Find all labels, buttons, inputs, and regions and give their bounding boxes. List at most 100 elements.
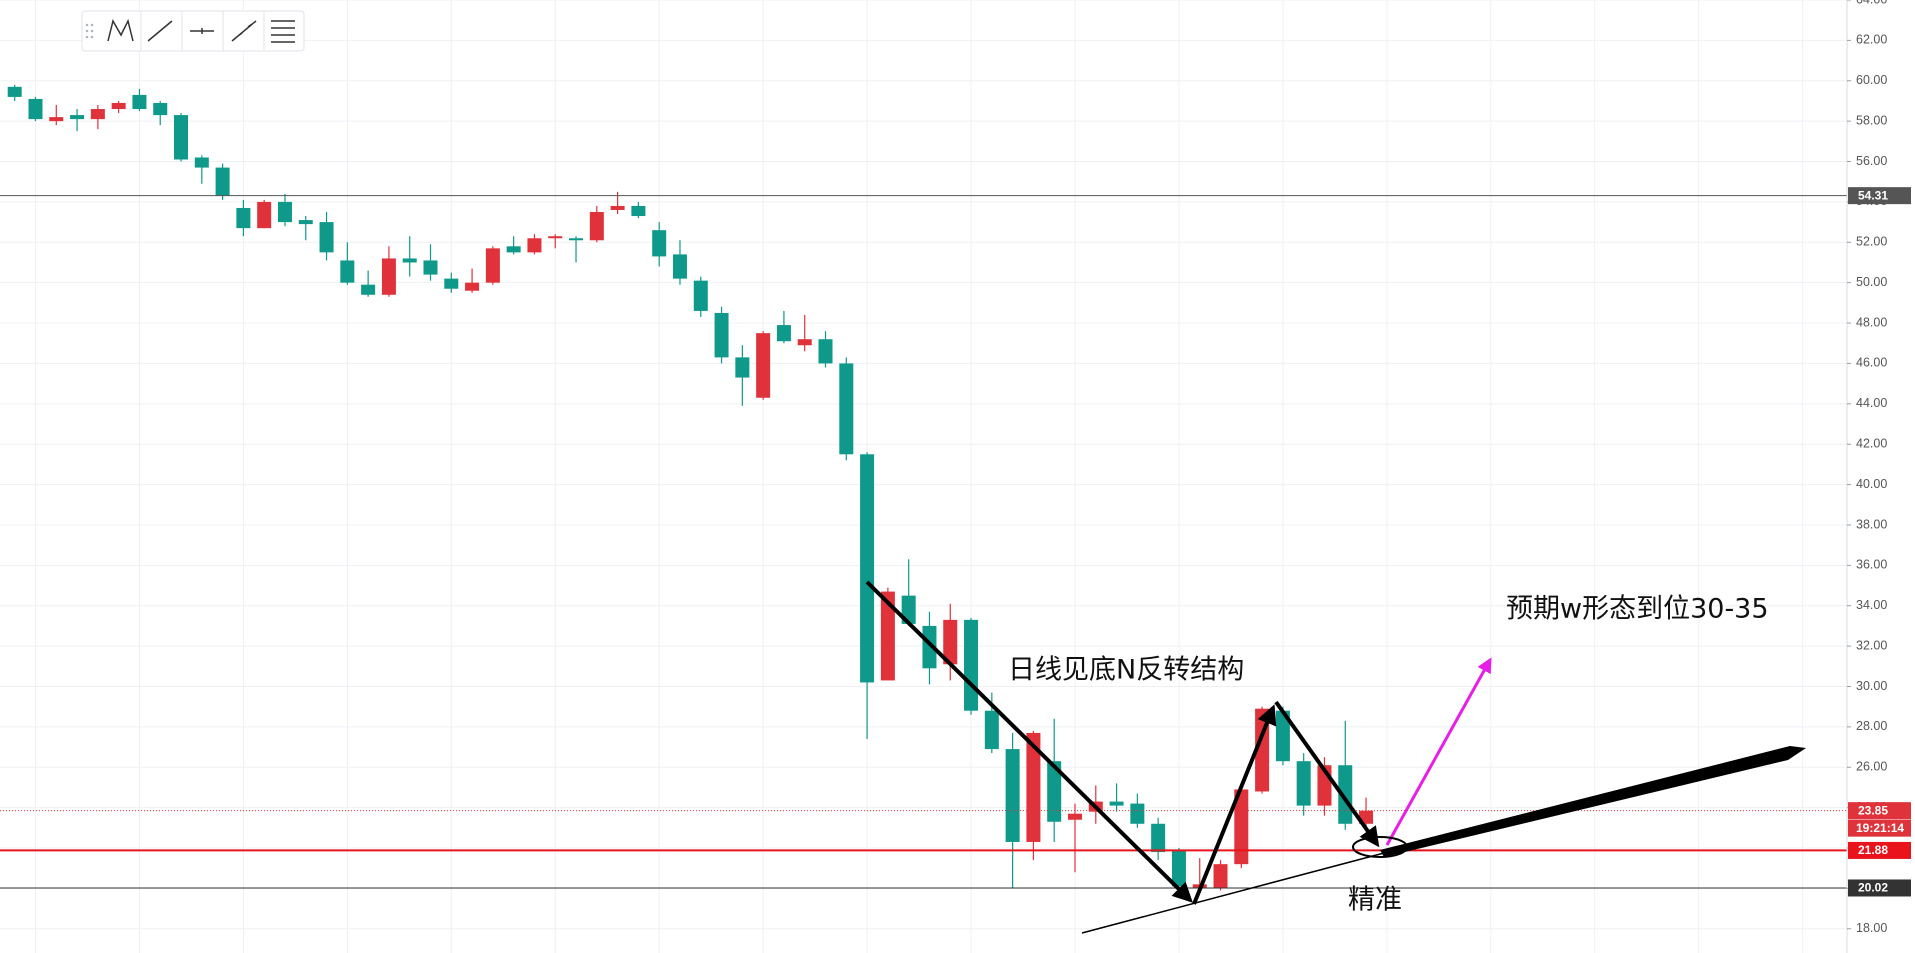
- hline-tool[interactable]: [190, 28, 214, 34]
- y-tick-label: 46.00: [1856, 356, 1887, 370]
- candle-body: [485, 248, 500, 283]
- y-tick-label: 58.00: [1856, 113, 1887, 127]
- candle-body: [506, 246, 521, 253]
- candle-body: [1275, 710, 1290, 762]
- candle-body: [7, 86, 22, 97]
- y-tick-label: 28.00: [1856, 719, 1887, 733]
- candle-body: [527, 238, 542, 253]
- candle-body: [465, 282, 480, 291]
- candle-body: [652, 230, 667, 257]
- y-tick-label: 60.00: [1856, 73, 1887, 87]
- candle-body: [1151, 823, 1166, 853]
- price-tag: [1848, 879, 1911, 897]
- price-lines: [0, 195, 1847, 889]
- candles: [7, 84, 1374, 893]
- candle-body: [756, 333, 771, 398]
- candle-body: [1047, 761, 1062, 822]
- y-tick-label: 38.00: [1856, 517, 1887, 531]
- candle-body: [1213, 864, 1228, 889]
- y-tick-label: 18.00: [1856, 921, 1887, 935]
- candle-body: [423, 260, 438, 275]
- countdown-label: 19:21:14: [1856, 821, 1904, 835]
- annotation: 预期w形态到位30-35: [1506, 594, 1769, 625]
- candle-body: [174, 115, 189, 160]
- y-tick-label: 34.00: [1856, 598, 1887, 612]
- candle-body: [28, 98, 43, 120]
- arrow: [865, 580, 1193, 903]
- y-tick-label: 50.00: [1856, 275, 1887, 289]
- candle-body: [589, 212, 604, 241]
- candle-body: [984, 710, 999, 750]
- price-tag: [1848, 841, 1911, 859]
- candle-body: [714, 312, 729, 358]
- candle-body: [839, 363, 854, 455]
- price-tag-label: 23.85: [1858, 803, 1888, 817]
- candle-body: [548, 236, 563, 239]
- y-tick-label: 40.00: [1856, 477, 1887, 491]
- y-tick-label: 26.00: [1856, 760, 1887, 774]
- countdown-tag: [1848, 819, 1911, 837]
- y-tick-label: 52.00: [1856, 235, 1887, 249]
- candle-body: [90, 109, 105, 120]
- candle-body: [1026, 732, 1041, 842]
- candle-body: [1234, 789, 1249, 865]
- candle-body: [943, 619, 958, 665]
- candle-body: [735, 357, 750, 378]
- grid: [0, 0, 1847, 953]
- candle-body: [1296, 761, 1311, 806]
- candle-body: [1067, 813, 1082, 820]
- candle-body: [569, 238, 584, 241]
- candle-body: [153, 102, 168, 116]
- candle-body: [111, 102, 126, 110]
- candle-body: [70, 115, 85, 120]
- drawings: 日线见底N反转结构 预期w形态到位30-35 精准: [865, 580, 1806, 934]
- candle-body: [257, 201, 272, 229]
- y-tick-label: 36.00: [1856, 558, 1887, 572]
- annotation: 日线见底N反转结构: [1008, 655, 1244, 686]
- arrow: [1385, 657, 1492, 846]
- price-tag: [1848, 187, 1911, 205]
- line-tool[interactable]: [147, 20, 173, 42]
- drawing-toolbar: [81, 10, 305, 52]
- price-tag-label: 21.88: [1858, 843, 1888, 857]
- arrow: [1192, 704, 1277, 905]
- candle-body: [298, 220, 313, 225]
- y-tick-label: 44.00: [1856, 396, 1887, 410]
- candle-body: [1130, 803, 1145, 824]
- trend-line: [1081, 852, 1385, 934]
- price-tag-label: 54.31: [1858, 188, 1888, 202]
- candle-body: [215, 167, 230, 196]
- candle-body: [444, 278, 459, 289]
- ray-tool[interactable]: [231, 20, 257, 42]
- candle-body: [236, 207, 251, 229]
- y-tick-label: 42.00: [1856, 436, 1887, 450]
- fib-tool[interactable]: [271, 20, 295, 43]
- candle-body: [132, 94, 147, 110]
- price-axis: 18.0020.0022.0024.0026.0028.0030.0032.00…: [1847, 0, 1911, 935]
- drag-handle: [85, 23, 94, 39]
- candle-body: [1109, 801, 1124, 806]
- arrow: [1274, 700, 1380, 848]
- price-tag: [1848, 802, 1911, 820]
- candle-body: [922, 625, 937, 669]
- candle-body: [49, 117, 64, 122]
- y-tick-label: 64.00: [1856, 0, 1887, 6]
- annotation: 精准: [1348, 885, 1402, 916]
- candle-body: [776, 325, 791, 342]
- circle-mark: [1352, 836, 1408, 858]
- trend-arrow: [1380, 746, 1806, 857]
- price-tag-label: 20.02: [1858, 881, 1888, 895]
- candle-body: [964, 619, 979, 711]
- candle-body: [1005, 749, 1020, 842]
- candle-body: [319, 222, 334, 253]
- candle-body: [797, 339, 812, 346]
- pattern-tool[interactable]: [107, 18, 134, 42]
- candle-body: [340, 260, 355, 283]
- candle-body: [402, 258, 417, 263]
- y-tick-label: 62.00: [1856, 33, 1887, 47]
- candle-body: [381, 258, 396, 295]
- candle-body: [693, 280, 708, 311]
- candle-body: [631, 205, 646, 217]
